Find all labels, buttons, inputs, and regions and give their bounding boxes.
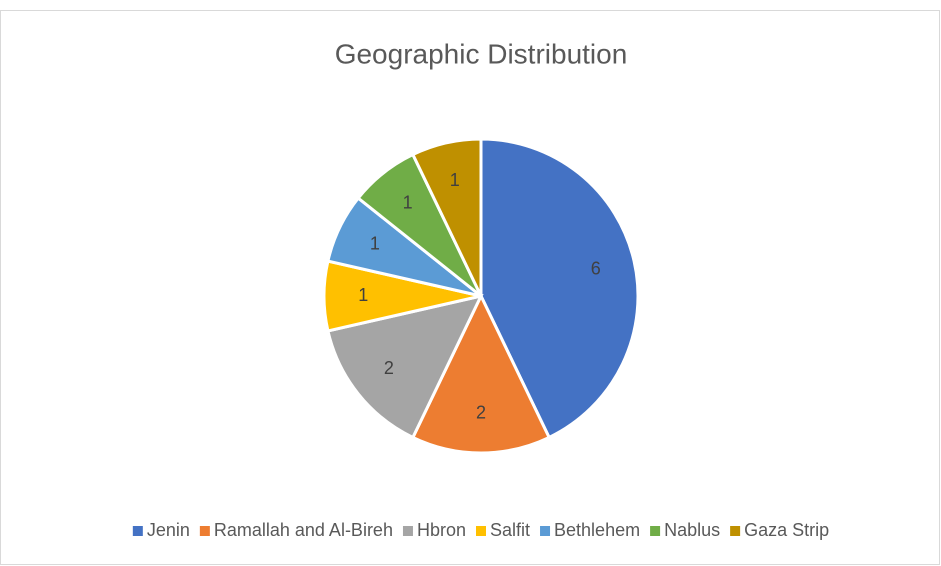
legend-swatch	[650, 526, 661, 536]
pie-slice	[410, 137, 483, 297]
legend-swatch	[730, 526, 741, 536]
legend-swatch	[540, 526, 551, 536]
legend-label: Hbron	[417, 520, 466, 540]
data-label: 6	[591, 259, 601, 279]
legend-label: Ramallah and Al-Bireh	[214, 520, 393, 540]
legend: Jenin Ramallah and Al-Bireh Hbron Salfit Bet…	[132, 520, 829, 540]
data-label: 1	[358, 285, 368, 305]
legend-label: Jenin	[147, 520, 190, 540]
pie-slice	[410, 292, 552, 455]
data-label: 2	[476, 403, 486, 423]
legend-label: Gaza Strip	[744, 520, 829, 540]
chart-title: Geographic Distribution	[335, 38, 628, 69]
legend-swatch	[476, 526, 486, 536]
data-label: 1	[450, 170, 460, 190]
legend-label: Salfit	[490, 520, 530, 540]
data-label: 1	[370, 234, 380, 254]
legend-label: Bethlehem	[554, 520, 640, 540]
legend-swatch	[199, 526, 210, 536]
legend-swatch	[132, 526, 143, 536]
pie-slice	[479, 137, 640, 440]
legend-swatch	[402, 526, 413, 536]
data-label: 1	[403, 193, 413, 213]
data-label: 2	[384, 358, 394, 378]
legend-label: Nablus	[664, 520, 720, 540]
pie-slice	[326, 293, 484, 440]
